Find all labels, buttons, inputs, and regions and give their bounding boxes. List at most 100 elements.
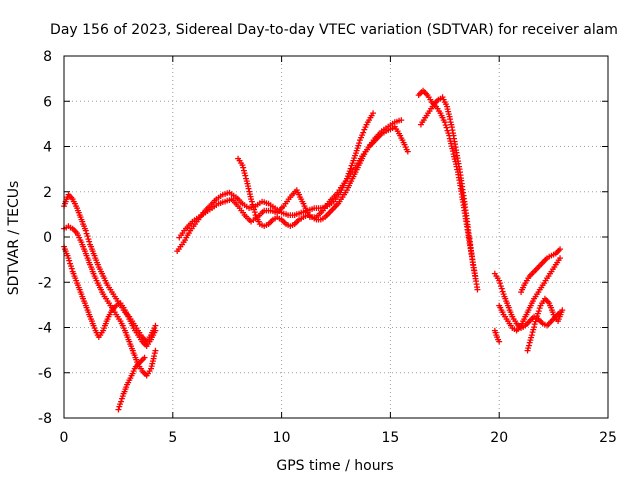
- data-point: +: [503, 312, 510, 325]
- data-point: +: [360, 126, 367, 139]
- data-point: +: [397, 129, 404, 142]
- data-point: +: [391, 116, 398, 129]
- data-point: +: [468, 245, 475, 258]
- data-point: +: [557, 308, 564, 321]
- data-point: +: [449, 121, 456, 134]
- data-point: +: [364, 143, 371, 156]
- data-point: +: [120, 387, 127, 400]
- data-point: +: [92, 272, 99, 285]
- data-point: +: [513, 317, 520, 330]
- data-point: +: [498, 303, 505, 316]
- data-point: +: [460, 198, 467, 211]
- data-point: +: [532, 263, 539, 276]
- data-point: +: [548, 265, 555, 278]
- data-point: +: [466, 232, 473, 245]
- data-point: +: [129, 319, 136, 332]
- data-point: +: [126, 335, 133, 348]
- data-point: +: [552, 247, 559, 260]
- data-point: +: [451, 153, 458, 166]
- data-point: +: [250, 201, 257, 214]
- data-point: +: [439, 111, 446, 124]
- data-point: +: [265, 217, 272, 230]
- data-point: +: [404, 145, 411, 158]
- data-point: +: [346, 164, 353, 177]
- data-point: +: [309, 202, 316, 215]
- data-point: +: [463, 217, 470, 230]
- data-point: +: [425, 91, 432, 104]
- data-point: +: [104, 312, 111, 325]
- data-point: +: [542, 318, 549, 331]
- data-point: +: [463, 206, 470, 219]
- data-point: +: [469, 252, 476, 265]
- data-point: +: [119, 301, 126, 314]
- data-point: +: [558, 306, 565, 319]
- data-point: +: [524, 306, 531, 319]
- data-point: +: [234, 192, 241, 205]
- data-point: +: [149, 331, 156, 344]
- data-point: +: [539, 279, 546, 292]
- data-point: +: [62, 197, 69, 210]
- data-point: +: [529, 312, 536, 325]
- data-point: +: [75, 229, 82, 242]
- data-point: +: [180, 236, 187, 249]
- data-point: +: [249, 198, 256, 211]
- data-point: +: [73, 199, 80, 212]
- data-point: +: [465, 228, 472, 241]
- data-point: +: [523, 308, 530, 321]
- data-point: +: [83, 301, 90, 314]
- data-point: +: [359, 128, 366, 141]
- data-point: +: [126, 312, 133, 325]
- data-point: +: [439, 91, 446, 104]
- data-point: +: [203, 203, 210, 216]
- data-point: +: [367, 138, 374, 151]
- data-point: +: [146, 335, 153, 348]
- data-point: +: [433, 95, 440, 108]
- data-point: +: [74, 202, 81, 215]
- data-point: +: [113, 308, 120, 321]
- data-point: +: [138, 328, 145, 341]
- data-point: +: [443, 121, 450, 134]
- data-point: +: [291, 217, 298, 230]
- data-point: +: [358, 131, 365, 144]
- data-point: +: [469, 255, 476, 268]
- data-point: +: [241, 164, 248, 177]
- data-point: +: [109, 285, 116, 298]
- data-point: +: [248, 193, 255, 206]
- data-point: +: [70, 267, 77, 280]
- data-point: +: [352, 149, 359, 162]
- data-point: +: [287, 190, 294, 203]
- data-point: +: [122, 303, 129, 316]
- data-point: +: [146, 331, 153, 344]
- data-point: +: [104, 294, 111, 307]
- data-point: +: [142, 368, 149, 381]
- data-point: +: [222, 187, 229, 200]
- data-point: +: [363, 118, 370, 131]
- data-point: +: [353, 163, 360, 176]
- data-point: +: [175, 242, 182, 255]
- data-point: +: [132, 319, 139, 332]
- data-point: +: [72, 225, 79, 238]
- data-point: +: [97, 263, 104, 276]
- data-point: +: [551, 260, 558, 273]
- data-point: +: [222, 195, 229, 208]
- data-point: +: [458, 174, 465, 187]
- data-point: +: [453, 158, 460, 171]
- data-point: +: [81, 220, 88, 233]
- data-point: +: [152, 344, 159, 357]
- data-point: +: [74, 276, 81, 289]
- data-point: +: [253, 211, 260, 224]
- x-tick-label: 5: [168, 430, 177, 446]
- data-point: +: [252, 208, 259, 221]
- data-point: +: [107, 283, 114, 296]
- data-point: +: [450, 126, 457, 139]
- data-point: +: [464, 218, 471, 231]
- data-point: +: [356, 136, 363, 149]
- data-point: +: [349, 165, 356, 178]
- data-point: +: [341, 177, 348, 190]
- data-point: +: [103, 315, 110, 328]
- data-point: +: [104, 279, 111, 292]
- data-point: +: [423, 109, 430, 122]
- data-point: +: [187, 217, 194, 230]
- data-point: +: [64, 249, 71, 262]
- data-point: +: [97, 328, 104, 341]
